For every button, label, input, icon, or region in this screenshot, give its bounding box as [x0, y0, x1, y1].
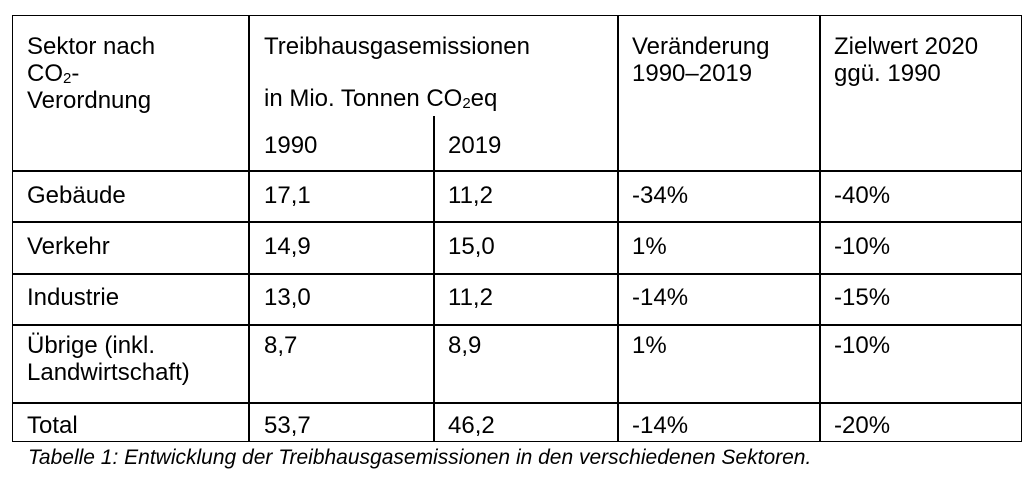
header-bottom-line	[12, 170, 1022, 172]
row-change: -34%	[632, 182, 689, 209]
row-sector: Übrige (inkl. Landwirtschaft)	[27, 332, 190, 386]
header-emissions: Treibhausgasemissionen	[264, 33, 530, 60]
row-sector: Total	[27, 412, 78, 439]
row-1990: 53,7	[264, 412, 311, 439]
row-2019: 46,2	[448, 412, 495, 439]
header-change: Veränderung 1990–2019	[632, 33, 770, 87]
row-2019: 11,2	[448, 182, 493, 209]
row-2019: 11,2	[448, 284, 493, 311]
row-target: -15%	[834, 284, 891, 311]
col-line-3	[617, 15, 619, 442]
row-line-1	[12, 221, 1022, 223]
header-year-2019: 2019	[448, 132, 502, 159]
table-caption: Tabelle 1: Entwicklung der Treibhausgase…	[28, 446, 812, 469]
row-target: -20%	[834, 412, 891, 439]
row-2019: 8,9	[448, 332, 482, 359]
col-line-1	[248, 15, 250, 442]
row-1990: 17,1	[264, 182, 311, 209]
row-2019: 15,0	[448, 233, 495, 260]
row-sector: Gebäude	[27, 182, 126, 209]
row-1990: 8,7	[264, 332, 298, 359]
row-target: -10%	[834, 233, 891, 260]
row-sector: Verkehr	[27, 233, 110, 260]
row-line-2	[12, 273, 1022, 275]
table-border	[12, 15, 1022, 442]
col-line-2	[433, 116, 435, 442]
emissions-table: Sektor nach CO2- Verordnung Treibhausgas…	[12, 15, 1022, 442]
row-line-3	[12, 324, 1022, 326]
row-change: -14%	[632, 412, 689, 439]
row-1990: 13,0	[264, 284, 311, 311]
row-target: -40%	[834, 182, 891, 209]
header-target: Zielwert 2020 ggü. 1990	[834, 33, 979, 87]
row-change: -14%	[632, 284, 689, 311]
header-sector: Sektor nach CO2- Verordnung	[27, 33, 156, 114]
row-target: -10%	[834, 332, 891, 359]
row-change: 1%	[632, 233, 667, 260]
row-1990: 14,9	[264, 233, 311, 260]
row-line-4	[12, 402, 1022, 404]
row-sector: Industrie	[27, 284, 120, 311]
col-line-4	[819, 15, 821, 442]
header-year-1990: 1990	[264, 132, 318, 159]
header-emissions-unit: in Mio. Tonnen CO2eq	[264, 85, 498, 112]
row-change: 1%	[632, 332, 667, 359]
